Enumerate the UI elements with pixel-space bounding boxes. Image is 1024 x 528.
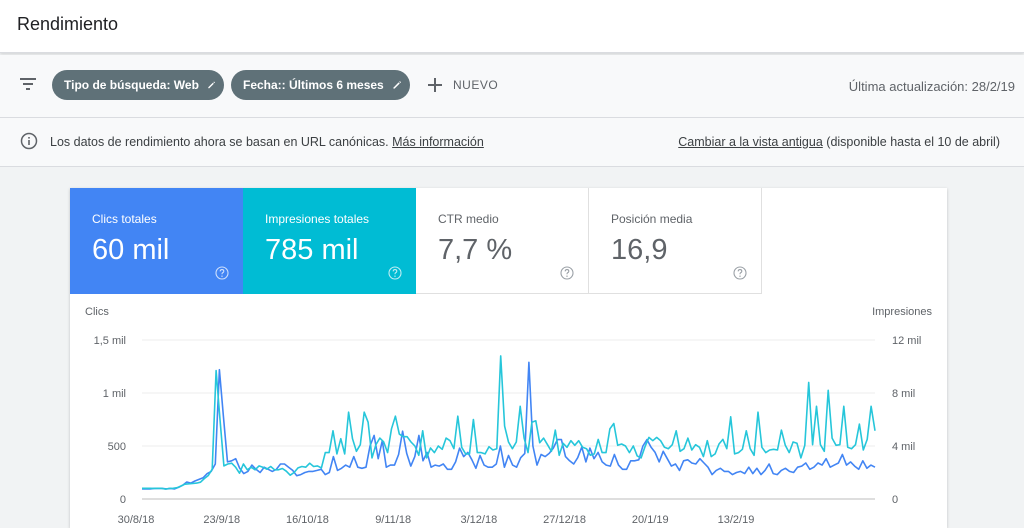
filter-bar: Tipo de búsqueda: Web Fecha:: Últimos 6 … <box>0 55 1024 117</box>
x-axis-tick: 23/9/18 <box>203 514 240 526</box>
header-bar: Rendimiento <box>0 0 1024 53</box>
metric-label: Posición media <box>611 212 693 226</box>
pencil-icon <box>208 81 215 89</box>
date-chip-label: Fecha:: Últimos 6 meses <box>243 78 384 92</box>
plus-icon <box>428 78 442 92</box>
clicks-series-line <box>142 361 876 490</box>
help-icon[interactable] <box>560 266 574 280</box>
x-axis-tick: 3/12/18 <box>461 514 498 526</box>
x-axis-tick: 16/10/18 <box>286 514 329 526</box>
left-axis-tick: 1,5 mil <box>94 335 126 347</box>
left-axis-tick: 0 <box>120 494 126 506</box>
old-view-link[interactable]: Cambiar a la vista antigua <box>678 135 823 149</box>
metric-total-clicks[interactable]: Clics totales 60 mil <box>70 188 243 294</box>
more-info-link[interactable]: Más información <box>392 135 484 149</box>
metric-value: 60 mil <box>92 234 170 266</box>
last-update-text: Última actualización: 28/2/19 <box>848 79 1015 94</box>
left-axis-tick: 1 mil <box>103 388 126 400</box>
notice-text: Los datos de rendimiento ahora se basan … <box>50 135 389 149</box>
right-axis-tick: 0 <box>892 494 898 506</box>
impressions-series-line <box>142 355 876 490</box>
left-axis-tick: 500 <box>108 441 126 453</box>
metric-value: 785 mil <box>265 234 359 266</box>
x-axis-tick: 20/1/19 <box>632 514 669 526</box>
old-view-note: (disponible hasta el 10 de abril) <box>826 135 1000 149</box>
filter-icon[interactable] <box>19 75 37 93</box>
performance-chart[interactable]: 1,5 mil 12 mil 1 mil 8 mil 500 4 mil 0 0 Clics Im… <box>70 294 947 528</box>
search-type-chip-label: Tipo de búsqueda: Web <box>64 78 199 92</box>
left-axis-title: Clics <box>85 306 109 318</box>
x-axis-tick: 27/12/18 <box>543 514 586 526</box>
metric-label: Impresiones totales <box>265 212 370 226</box>
notice-message: Los datos de rendimiento ahora se basan … <box>50 135 484 149</box>
help-icon[interactable] <box>388 266 402 280</box>
x-axis-tick: 30/8/18 <box>118 514 155 526</box>
metric-average-position[interactable]: Posición media 16,9 <box>589 188 762 294</box>
metric-value: 7,7 % <box>438 234 513 266</box>
metric-average-ctr[interactable]: CTR medio 7,7 % <box>416 188 589 294</box>
notice-bar: Los datos de rendimiento ahora se basan … <box>0 117 1024 167</box>
x-axis-tick: 13/2/19 <box>718 514 755 526</box>
help-icon[interactable] <box>733 266 747 280</box>
help-icon[interactable] <box>215 266 229 280</box>
new-filter-label: NUEVO <box>453 78 499 92</box>
date-chip[interactable]: Fecha:: Últimos 6 meses <box>231 70 410 100</box>
metric-label: CTR medio <box>438 212 499 226</box>
old-view-notice: Cambiar a la vista antigua (disponible h… <box>678 135 1000 149</box>
new-filter-button[interactable]: NUEVO <box>427 75 498 95</box>
search-type-chip[interactable]: Tipo de búsqueda: Web <box>52 70 224 100</box>
x-axis-tick: 9/11/18 <box>375 514 411 526</box>
right-axis-tick: 4 mil <box>892 441 915 453</box>
metric-total-impressions[interactable]: Impresiones totales 785 mil <box>243 188 416 294</box>
pencil-icon <box>393 81 401 89</box>
right-axis-title: Impresiones <box>872 306 932 318</box>
right-axis-tick: 12 mil <box>892 335 921 347</box>
performance-card: Clics totales 60 mil Impresiones totales… <box>70 188 947 528</box>
right-axis-tick: 8 mil <box>892 388 915 400</box>
metric-value: 16,9 <box>611 234 668 266</box>
page-title: Rendimiento <box>17 14 119 34</box>
info-icon <box>20 132 38 150</box>
metric-label: Clics totales <box>92 212 157 226</box>
